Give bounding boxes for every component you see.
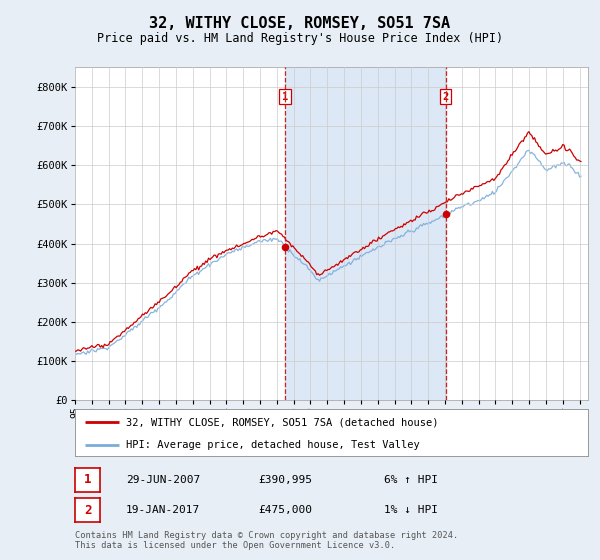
Text: 6% ↑ HPI: 6% ↑ HPI <box>384 475 438 485</box>
Text: 1% ↓ HPI: 1% ↓ HPI <box>384 505 438 515</box>
Text: 29-JUN-2007: 29-JUN-2007 <box>126 475 200 485</box>
Text: 19-JAN-2017: 19-JAN-2017 <box>126 505 200 515</box>
Text: 1: 1 <box>282 91 288 101</box>
Text: 32, WITHY CLOSE, ROMSEY, SO51 7SA: 32, WITHY CLOSE, ROMSEY, SO51 7SA <box>149 16 451 31</box>
Text: HPI: Average price, detached house, Test Valley: HPI: Average price, detached house, Test… <box>127 440 420 450</box>
Text: 1: 1 <box>84 473 91 487</box>
Text: 2: 2 <box>84 503 91 517</box>
Text: 2: 2 <box>443 91 449 101</box>
Bar <box>285 67 446 400</box>
Text: 32, WITHY CLOSE, ROMSEY, SO51 7SA (detached house): 32, WITHY CLOSE, ROMSEY, SO51 7SA (detac… <box>127 417 439 427</box>
Text: £390,995: £390,995 <box>258 475 312 485</box>
Text: Contains HM Land Registry data © Crown copyright and database right 2024.
This d: Contains HM Land Registry data © Crown c… <box>75 531 458 550</box>
Text: £475,000: £475,000 <box>258 505 312 515</box>
Text: Price paid vs. HM Land Registry's House Price Index (HPI): Price paid vs. HM Land Registry's House … <box>97 32 503 45</box>
